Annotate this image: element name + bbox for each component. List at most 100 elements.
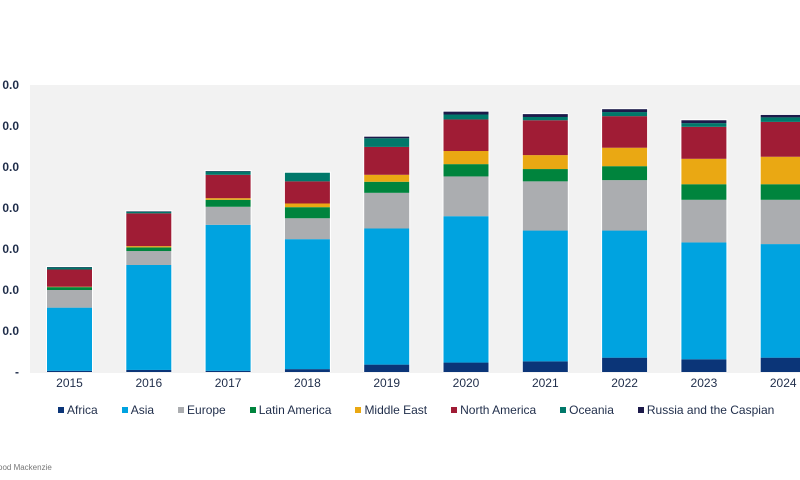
bar-segment-asia [47, 307, 92, 371]
bar-stack-2017 [204, 170, 252, 372]
legend-item-russia-and-the-caspian: Russia and the Caspian [637, 403, 775, 417]
bar-segment-latin-america [205, 199, 251, 207]
bar-segment-africa [126, 369, 172, 372]
bar-segment-asia [760, 244, 800, 358]
bar-segment-russia-and-the-caspian [522, 114, 568, 117]
x-tick-label: 2017 [215, 376, 242, 390]
bar-segment-asia [126, 264, 172, 370]
legend-swatch [637, 407, 644, 413]
bar-segment-europe [760, 199, 800, 245]
bar-segment-oceania [284, 172, 330, 182]
bar-segment-europe [205, 206, 251, 225]
x-tick-label: 2018 [294, 376, 321, 390]
bar-segment-latin-america [522, 169, 568, 182]
bar-segment-russia-and-the-caspian [760, 114, 800, 118]
bar-segment-africa [681, 359, 727, 372]
bar-segment-latin-america [284, 207, 330, 219]
bar-segment-middle-east [364, 174, 410, 182]
bar-segment-middle-east [602, 147, 648, 167]
bar-segment-middle-east [284, 203, 330, 208]
legend-swatch [58, 407, 64, 413]
bar-segment-europe [364, 192, 410, 229]
bar-segment-north-america [364, 146, 410, 175]
bar-segment-asia [602, 230, 648, 358]
bar-segment-africa [760, 357, 800, 372]
bar-segment-africa [205, 370, 251, 372]
legend-swatch [451, 407, 458, 413]
legend-label: Russia and the Caspian [646, 403, 775, 417]
bar-segment-oceania [364, 138, 410, 147]
legend-label: Middle East [364, 403, 428, 417]
y-tick-label: - [15, 365, 19, 379]
bar-segment-latin-america [602, 166, 648, 181]
bar-stack-2024 [759, 113, 800, 373]
bar-segment-europe [126, 251, 172, 265]
y-tick-label: 0.0 [2, 242, 19, 256]
legend-item-africa: Africa [58, 403, 98, 417]
bar-segment-africa [443, 362, 489, 372]
bar-segment-middle-east [126, 246, 172, 248]
bar-segment-europe [443, 176, 489, 217]
bar-segment-asia [284, 239, 330, 370]
y-tick-label: 0.0 [2, 78, 19, 92]
bar-segment-middle-east [443, 151, 489, 165]
x-tick-label: 2021 [532, 376, 559, 390]
bar-segment-oceania [760, 117, 800, 122]
bar-segment-north-america [760, 121, 800, 157]
legend-item-middle-east: Middle East [355, 403, 427, 417]
bar-segment-latin-america [126, 247, 172, 252]
bar-segment-north-america [681, 126, 727, 159]
legend-swatch [249, 407, 256, 413]
bar-segment-north-america [602, 116, 648, 148]
bar-segment-russia-and-the-caspian [602, 109, 648, 113]
y-tick-label: 0.0 [2, 119, 19, 133]
x-tick-label: 2024 [770, 376, 797, 390]
legend-item-oceania: Oceania [560, 403, 614, 417]
legend-item-asia: Asia [121, 403, 155, 417]
x-tick-label: 2016 [135, 376, 162, 390]
legend-swatch [355, 407, 362, 413]
bar-segment-asia [443, 216, 489, 363]
bar-segment-latin-america [760, 184, 800, 200]
bar-segment-oceania [522, 116, 568, 121]
bar-segment-oceania [205, 171, 251, 175]
bar-segment-middle-east [205, 198, 251, 200]
bar-segment-oceania [602, 112, 648, 117]
y-tick-label: 0.0 [2, 324, 19, 338]
source-note: ood Mackenzie [0, 463, 52, 472]
bar-stack-2021 [521, 113, 569, 373]
bar-segment-asia [364, 228, 410, 365]
legend-item-europe: Europe [178, 403, 226, 417]
bar-segment-latin-america [681, 184, 727, 200]
bar-segment-africa [47, 370, 92, 372]
legend: Africa Asia Europe Latin America Middle East… [58, 403, 774, 417]
bar-segment-europe [602, 180, 648, 231]
bar-segment-africa [522, 361, 568, 372]
x-tick-label: 2020 [453, 376, 480, 390]
legend-label: Latin America [258, 403, 332, 417]
bar-segment-asia [205, 224, 251, 371]
bar-segment-russia-and-the-caspian [443, 111, 489, 115]
legend-label: Asia [130, 403, 155, 417]
bar-segment-north-america [126, 213, 172, 247]
x-tick-label: 2023 [691, 376, 718, 390]
legend-swatch [560, 407, 567, 413]
bar-segment-europe [522, 181, 568, 231]
bar-segment-latin-america [443, 164, 489, 177]
bar-segment-oceania [126, 211, 172, 214]
bar-segment-north-america [205, 174, 251, 199]
bar-stack-2020 [442, 110, 490, 373]
bar-segment-latin-america [364, 181, 410, 193]
bar-stack-2018 [283, 171, 331, 372]
bar-segment-asia [522, 230, 568, 362]
legend-swatch [121, 407, 128, 413]
bar-segment-russia-and-the-caspian [681, 120, 727, 124]
y-tick-label: 0.0 [2, 283, 19, 297]
bar-segment-middle-east [760, 156, 800, 185]
bar-segment-europe [681, 199, 727, 243]
bar-stack-2022 [601, 108, 649, 372]
bar-segment-north-america [284, 181, 330, 204]
y-tick-label: 0.0 [2, 160, 19, 174]
bar-segment-africa [364, 364, 410, 372]
bar-segment-europe [47, 290, 92, 308]
